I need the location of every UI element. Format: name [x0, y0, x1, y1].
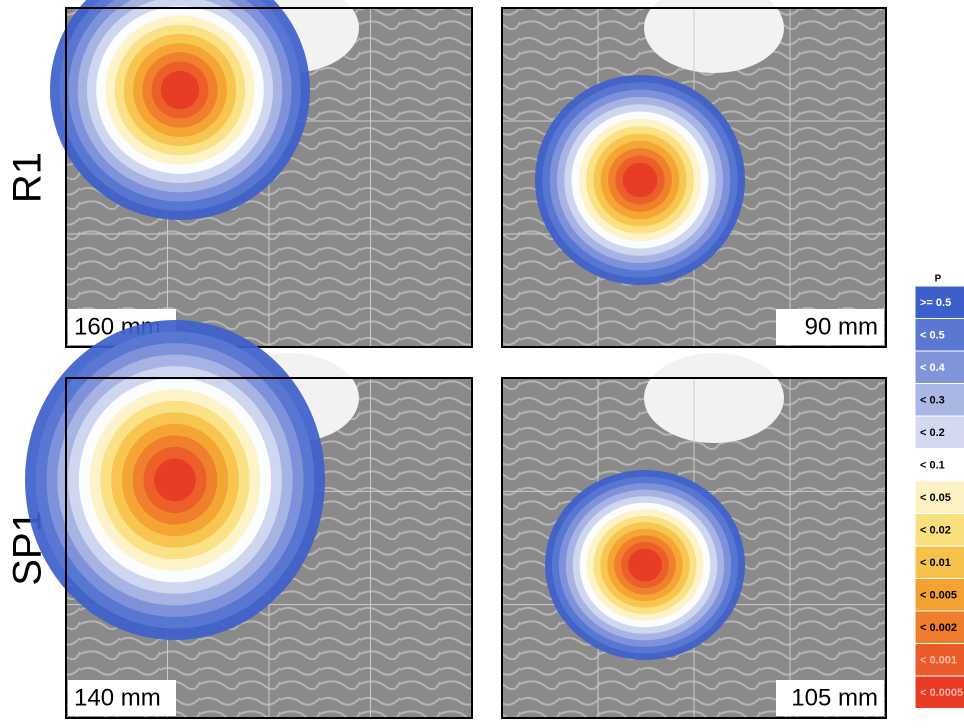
atlas-panel: 105 mm	[501, 353, 887, 719]
legend-label: < 0.05	[920, 492, 951, 504]
legend-swatch	[914, 350, 964, 384]
depth-label-bg	[776, 680, 884, 716]
legend-label: < 0.002	[920, 622, 957, 634]
panel-border	[65, 377, 473, 719]
legend-label: < 0.5	[920, 329, 945, 341]
legend-title: P	[935, 274, 942, 285]
panel-border	[65, 7, 473, 348]
legend-label: >= 0.5	[920, 297, 951, 309]
legend-label: < 0.005	[920, 589, 957, 601]
legend-label: < 0.4	[920, 362, 946, 374]
heat-contour	[622, 162, 658, 198]
legend-swatch	[914, 480, 964, 514]
legend-swatch	[914, 415, 964, 449]
legend-label: < 0.02	[920, 524, 951, 536]
panel-border	[501, 7, 887, 348]
legend-swatch	[914, 383, 964, 417]
legend-swatch	[914, 513, 964, 547]
depth-label: 90 mm	[805, 313, 878, 340]
legend-label: < 0.01	[920, 557, 951, 569]
atlas-region	[644, 353, 784, 443]
legend-label: < 0.2	[920, 427, 945, 439]
legend-label: < 0.0005	[920, 687, 963, 699]
row-label: R1	[6, 152, 50, 203]
atlas-panel: 160 mm	[50, 0, 473, 348]
legend-label: < 0.1	[920, 459, 945, 471]
depth-label: 105 mm	[791, 684, 878, 711]
atlas-region	[644, 0, 784, 73]
depth-label: 140 mm	[74, 684, 161, 711]
heat-contour	[160, 70, 200, 110]
heat-contour	[628, 548, 662, 582]
panel-border	[501, 377, 887, 719]
heat-contour	[154, 458, 196, 502]
atlas-panel: 140 mm	[25, 320, 473, 719]
legend-swatch	[914, 610, 964, 644]
legend-swatch	[914, 675, 964, 709]
atlas-panel: 90 mm	[501, 0, 887, 348]
legend-label: < 0.001	[920, 654, 957, 666]
legend-swatch	[914, 318, 964, 352]
legend-label: < 0.3	[920, 394, 945, 406]
legend-swatch	[914, 643, 964, 677]
depth-label-bg	[776, 309, 884, 345]
legend-swatch	[914, 285, 964, 319]
depth-label-bg	[68, 680, 176, 716]
